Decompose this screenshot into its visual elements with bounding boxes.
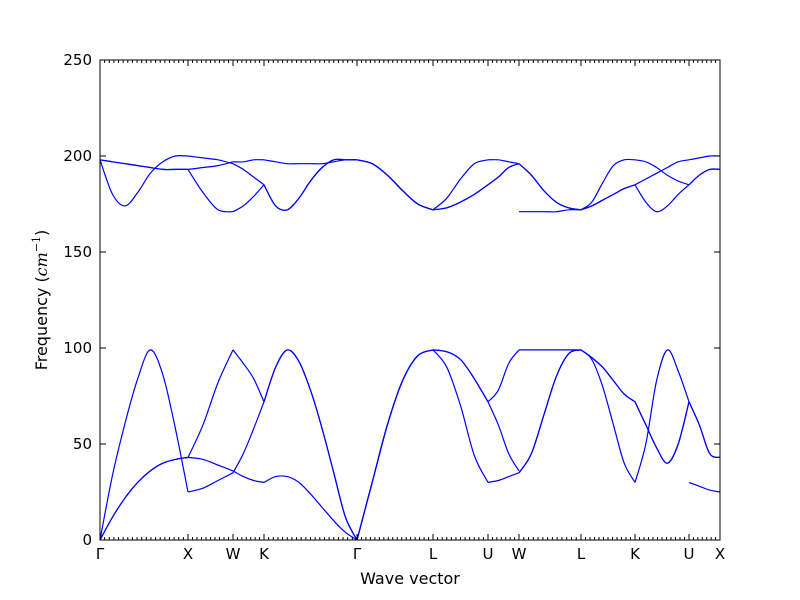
band-line-7-5 [487, 163, 520, 186]
x-tick-label-11: U [684, 545, 695, 563]
band-line-6-3 [432, 349, 489, 483]
band-line-2-5 [187, 169, 234, 213]
band-line-6-6 [432, 159, 489, 211]
x-tick-label-2: X [183, 545, 193, 563]
y-axis-label: Frequency (cm−1) [30, 230, 51, 371]
band-line-11-3 [688, 401, 721, 458]
band-line-10-3 [634, 401, 690, 464]
x-tick-label-4: K [259, 545, 270, 563]
y-tick-label-50: 50 [73, 435, 92, 453]
band-line-9-4 [580, 158, 636, 211]
band-line-3-5 [232, 163, 265, 186]
band-line-8-5 [518, 209, 582, 213]
x-tick-label-8: W [512, 545, 527, 563]
band-line-1-3 [99, 456, 189, 541]
y-tick-label-150: 150 [63, 243, 92, 261]
y-tick-label-0: 0 [82, 531, 92, 549]
band-line-2-2 [187, 472, 234, 493]
x-tick-label-5: Γ [353, 545, 362, 563]
band-line-10-4 [634, 184, 690, 213]
band-line-6-5 [432, 184, 489, 211]
band-line-3-4 [232, 184, 265, 213]
y-tick-label-200: 200 [63, 147, 92, 165]
band-line-1-6 [99, 159, 188, 171]
band-line-9-6 [580, 184, 636, 211]
band-line-10-1 [634, 349, 690, 483]
band-line-2-1 [187, 349, 234, 458]
band-line-4-2 [263, 349, 358, 541]
bands-layer [99, 154, 721, 541]
band-line-9-3 [580, 349, 636, 403]
band-line-7-2 [487, 401, 520, 472]
band-line-5-6 [356, 159, 434, 211]
x-tick-label-3: W [226, 545, 241, 563]
band-line-3-2 [232, 401, 265, 474]
band-line-7-3 [487, 472, 520, 483]
band-line-8-6 [518, 163, 582, 211]
band-line-11-5 [688, 168, 721, 186]
band-line-10-6 [634, 159, 690, 186]
y-tick-label-100: 100 [63, 339, 92, 357]
band-line-2-3 [187, 456, 234, 472]
band-line-8-3 [518, 349, 582, 474]
x-tick-label-10: K [630, 545, 641, 563]
band-line-3-6 [232, 159, 265, 163]
y-axis-label-unit: cm [32, 252, 51, 276]
y-tick-label-250: 250 [63, 51, 92, 69]
x-tick-label-9: L [577, 545, 586, 563]
band-line-4-3 [263, 475, 358, 541]
band-line-4-6 [263, 159, 358, 165]
band-line-6-2 [432, 349, 489, 403]
plot-frame [99, 59, 721, 541]
band-line-1-4 [99, 154, 189, 207]
band-line-7-6 [487, 159, 520, 165]
band-line-7-1 [487, 349, 520, 403]
band-line-10-5 [634, 159, 690, 186]
band-line-4-5 [263, 158, 357, 211]
x-tick-label-6: L [429, 545, 438, 563]
band-line-3-3 [232, 470, 265, 483]
plot-area [100, 60, 720, 540]
band-line-1-1 [99, 349, 189, 541]
band-line-2-6 [187, 161, 234, 170]
y-axis-label-prefix: Frequency ( [32, 276, 51, 370]
band-line-11-2 [688, 481, 721, 493]
x-tick-label-1: Γ [96, 545, 105, 563]
band-line-9-1 [580, 349, 636, 483]
y-axis-label-exponent: −1 [30, 236, 43, 252]
band-line-2-4 [187, 155, 234, 165]
y-axis-label-suffix: ) [32, 230, 51, 236]
y-tick-labels: 0 50 100 150 200 250 [63, 51, 92, 549]
band-line-3-1 [232, 349, 265, 403]
band-line-5-3 [356, 349, 434, 541]
x-tick-label-7: U [483, 545, 494, 563]
x-axis-label: Wave vector [360, 569, 460, 588]
x-tick-label-12: X [715, 545, 725, 563]
